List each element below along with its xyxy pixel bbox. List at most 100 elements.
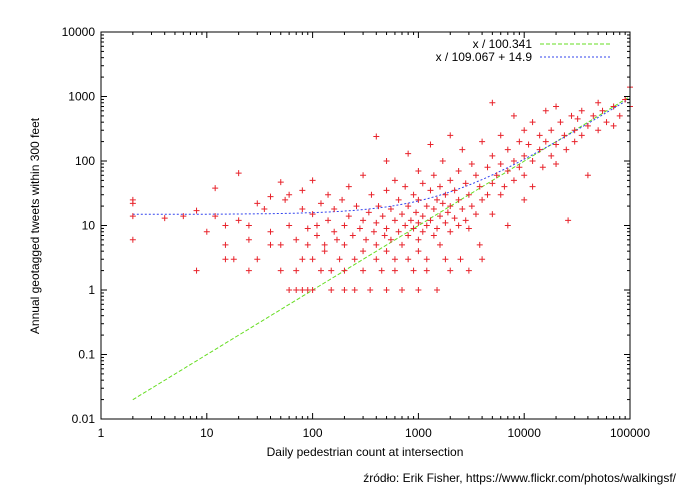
data-point — [309, 177, 316, 184]
data-point — [341, 241, 348, 248]
data-point — [415, 196, 422, 203]
data-point — [476, 241, 483, 248]
data-point — [536, 146, 543, 153]
data-point — [479, 196, 486, 203]
source-caption: źródło: Erik Fisher, https://www.flickr.… — [363, 471, 676, 485]
data-point — [375, 203, 382, 210]
data-point — [542, 107, 549, 114]
data-point — [455, 222, 462, 229]
data-point — [267, 228, 274, 235]
data-point — [313, 222, 320, 229]
data-point — [504, 167, 511, 174]
data-point — [578, 107, 585, 114]
x-tick-label: 10000 — [508, 426, 542, 440]
data-point — [193, 207, 200, 214]
data-point — [129, 236, 136, 243]
data-point — [497, 160, 504, 167]
data-point — [521, 152, 528, 159]
data-point — [590, 112, 597, 119]
data-point — [391, 177, 398, 184]
fit-lines — [132, 96, 631, 401]
data-point — [459, 206, 466, 213]
data-point — [571, 138, 578, 145]
data-point — [399, 287, 406, 293]
data-point — [479, 256, 486, 263]
data-point — [383, 287, 390, 293]
data-point — [489, 99, 496, 106]
data-point — [447, 177, 454, 184]
data-point — [419, 213, 426, 220]
data-point — [468, 203, 475, 210]
data-point — [267, 193, 274, 200]
data-point — [245, 236, 252, 243]
data-point — [254, 256, 261, 263]
data-point — [365, 209, 372, 216]
data-point — [304, 225, 311, 232]
data-point — [193, 267, 200, 274]
data-point — [584, 122, 591, 129]
data-points — [129, 84, 633, 293]
data-point — [479, 138, 486, 145]
data-point — [341, 222, 348, 229]
data-point — [353, 203, 360, 210]
data-point — [510, 158, 517, 164]
data-point — [328, 287, 335, 293]
data-point — [405, 203, 412, 210]
data-point — [510, 112, 517, 119]
data-point — [525, 141, 532, 148]
data-point — [339, 196, 346, 203]
data-point — [383, 158, 390, 164]
data-point — [360, 248, 367, 255]
data-point — [434, 225, 441, 232]
data-point — [423, 256, 430, 263]
y-tick-label: 1000 — [68, 90, 95, 104]
data-point — [317, 200, 324, 207]
data-point — [254, 200, 261, 207]
data-point — [331, 228, 338, 235]
data-point — [610, 122, 617, 129]
data-point — [439, 200, 446, 207]
data-point — [584, 172, 591, 179]
data-point — [415, 236, 422, 243]
data-point — [212, 185, 219, 192]
data-point — [451, 187, 458, 194]
data-point — [286, 222, 293, 229]
legend-label-linear-fit: x / 100.341 — [473, 37, 533, 51]
data-point — [391, 267, 398, 274]
plot-frame — [100, 31, 631, 420]
data-point — [402, 222, 409, 229]
data-point — [436, 213, 443, 220]
data-point — [321, 241, 328, 248]
data-point — [410, 267, 417, 274]
legend-label-offset-fit: x / 109.067 + 14.9 — [436, 50, 533, 64]
data-point — [539, 164, 546, 171]
y-tick-label: 0.1 — [78, 348, 95, 362]
data-point — [465, 267, 472, 274]
data-point — [407, 217, 414, 224]
y-tick-label: 10000 — [62, 25, 96, 39]
data-point — [391, 256, 398, 263]
data-point — [419, 228, 426, 235]
data-point — [286, 287, 293, 293]
data-point — [455, 167, 462, 174]
data-point — [395, 196, 402, 203]
data-point — [405, 150, 412, 157]
data-point — [427, 217, 434, 224]
data-point — [501, 183, 508, 190]
data-point — [489, 180, 496, 187]
data-point — [387, 236, 394, 243]
data-point — [465, 225, 472, 232]
data-point — [419, 180, 426, 187]
data-point — [379, 213, 386, 220]
data-point — [423, 267, 430, 274]
data-point — [504, 222, 511, 229]
data-point — [415, 219, 422, 226]
data-point — [360, 217, 367, 224]
data-point — [395, 228, 402, 235]
data-point — [510, 177, 517, 184]
data-point — [129, 200, 136, 207]
x-tick-label: 100000 — [610, 426, 650, 440]
data-point — [568, 112, 575, 119]
data-point — [293, 267, 300, 274]
data-point — [423, 203, 430, 210]
